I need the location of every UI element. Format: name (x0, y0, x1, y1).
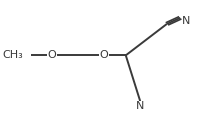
Text: CH₃: CH₃ (2, 50, 23, 60)
Text: N: N (136, 101, 144, 111)
Text: O: O (48, 50, 56, 60)
Text: O: O (100, 50, 109, 60)
Text: N: N (182, 16, 191, 26)
